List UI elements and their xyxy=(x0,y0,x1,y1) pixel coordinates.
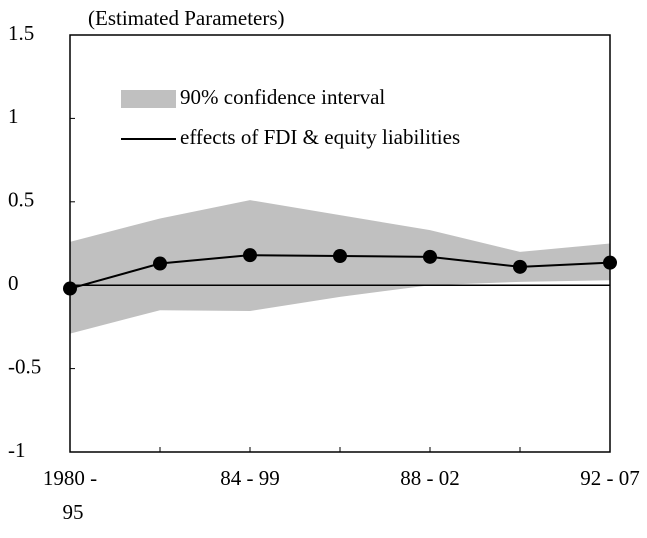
y-tick-label: 0.5 xyxy=(8,188,34,212)
x-tick-label: 88 - 02 xyxy=(400,466,460,490)
x-tick-label-line: 95 xyxy=(63,500,84,524)
y-tick-label: 1.5 xyxy=(8,21,34,45)
legend-swatch xyxy=(121,90,176,108)
y-tick-label: 1 xyxy=(8,104,19,128)
series-point xyxy=(153,256,167,271)
x-tick-label: 1980 - 95 xyxy=(43,466,97,524)
series-point xyxy=(423,249,437,264)
confidence-band xyxy=(70,200,610,334)
y-tick-label: 0 xyxy=(8,271,19,295)
series-point xyxy=(513,259,527,274)
legend-label: effects of FDI & equity liabilities xyxy=(180,125,460,149)
chart-subtitle: (Estimated Parameters) xyxy=(88,6,285,30)
x-tick-label-line: 1980 - xyxy=(43,466,97,490)
series-point xyxy=(603,255,617,270)
series-point xyxy=(63,281,77,296)
legend-label: 90% confidence interval xyxy=(180,85,385,109)
series-point xyxy=(243,248,257,263)
x-tick-label: 84 - 99 xyxy=(220,466,280,490)
y-tick-label: -1 xyxy=(8,438,26,462)
x-tick-label: 92 - 07 xyxy=(580,466,640,490)
series-point xyxy=(333,249,347,264)
y-tick-label: -0.5 xyxy=(8,354,41,378)
